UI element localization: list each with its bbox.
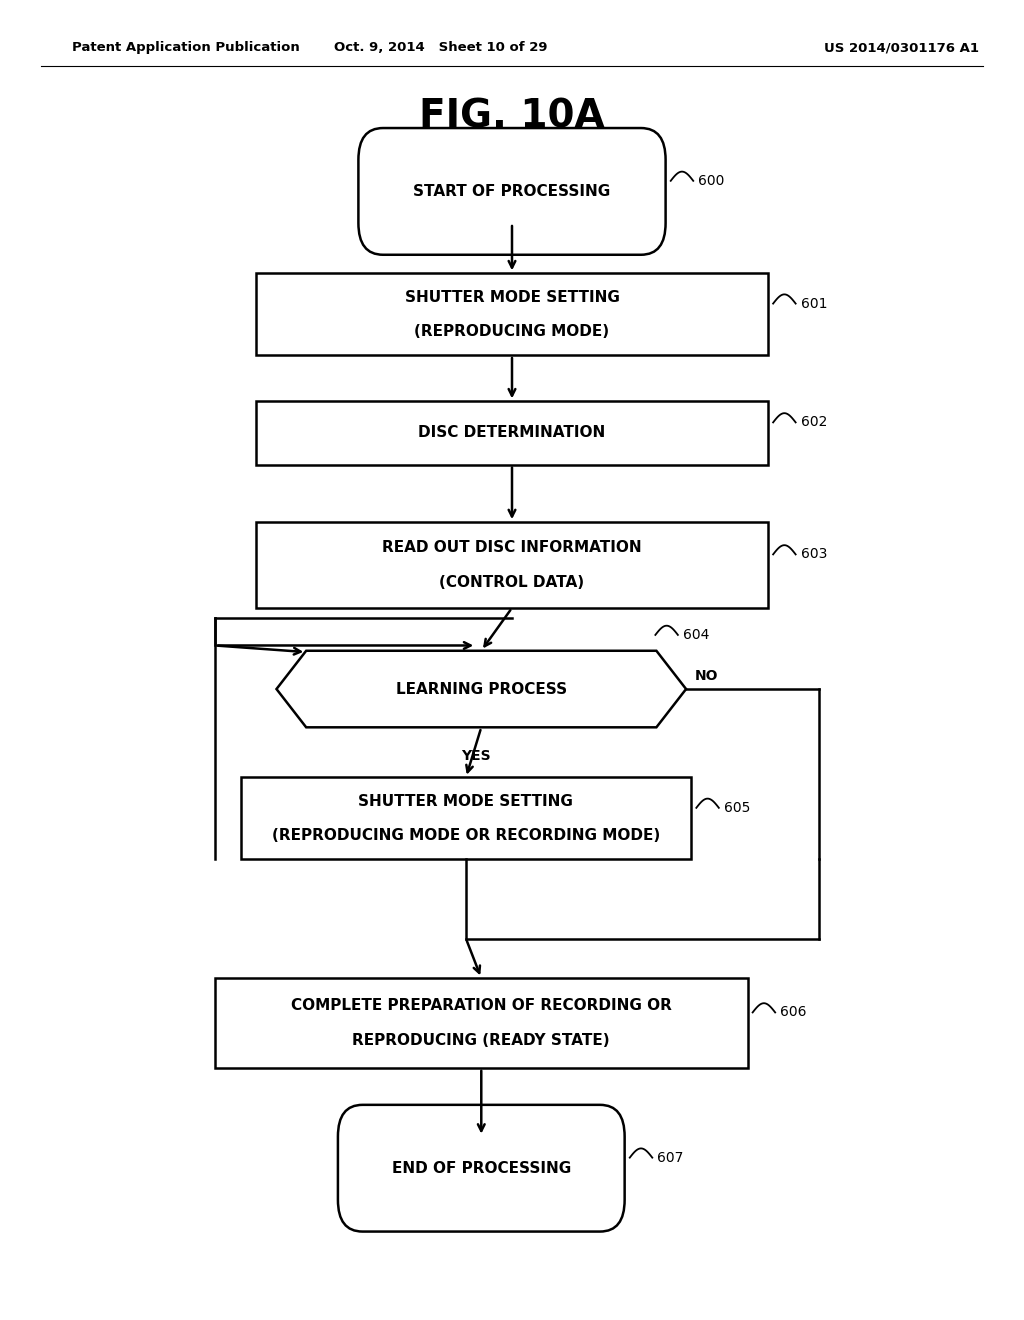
Text: 601: 601 <box>801 297 827 310</box>
Text: FIG. 10A: FIG. 10A <box>419 98 605 135</box>
FancyBboxPatch shape <box>215 978 748 1068</box>
Text: (REPRODUCING MODE OR RECORDING MODE): (REPRODUCING MODE OR RECORDING MODE) <box>271 828 660 843</box>
Text: NO: NO <box>694 669 718 682</box>
FancyBboxPatch shape <box>241 777 691 859</box>
FancyBboxPatch shape <box>256 273 768 355</box>
Text: 602: 602 <box>801 416 827 429</box>
FancyBboxPatch shape <box>256 521 768 607</box>
FancyBboxPatch shape <box>256 401 768 465</box>
Text: SHUTTER MODE SETTING: SHUTTER MODE SETTING <box>404 289 620 305</box>
Text: (REPRODUCING MODE): (REPRODUCING MODE) <box>415 323 609 339</box>
Text: Patent Application Publication: Patent Application Publication <box>72 41 299 54</box>
Text: 605: 605 <box>724 801 751 814</box>
Text: END OF PROCESSING: END OF PROCESSING <box>391 1160 571 1176</box>
Text: START OF PROCESSING: START OF PROCESSING <box>414 183 610 199</box>
Text: 607: 607 <box>657 1151 684 1164</box>
Text: 606: 606 <box>780 1006 807 1019</box>
FancyBboxPatch shape <box>358 128 666 255</box>
Text: Oct. 9, 2014   Sheet 10 of 29: Oct. 9, 2014 Sheet 10 of 29 <box>334 41 547 54</box>
Text: (CONTROL DATA): (CONTROL DATA) <box>439 574 585 590</box>
Text: LEARNING PROCESS: LEARNING PROCESS <box>395 681 567 697</box>
Text: COMPLETE PREPARATION OF RECORDING OR: COMPLETE PREPARATION OF RECORDING OR <box>291 998 672 1014</box>
Polygon shape <box>276 651 686 727</box>
Text: 604: 604 <box>683 628 710 642</box>
Text: READ OUT DISC INFORMATION: READ OUT DISC INFORMATION <box>382 540 642 556</box>
Text: SHUTTER MODE SETTING: SHUTTER MODE SETTING <box>358 793 573 809</box>
Text: DISC DETERMINATION: DISC DETERMINATION <box>419 425 605 441</box>
Text: 603: 603 <box>801 548 827 561</box>
Text: 600: 600 <box>698 174 725 187</box>
Text: US 2014/0301176 A1: US 2014/0301176 A1 <box>823 41 979 54</box>
FancyBboxPatch shape <box>338 1105 625 1232</box>
Text: REPRODUCING (READY STATE): REPRODUCING (READY STATE) <box>352 1032 610 1048</box>
Text: YES: YES <box>461 750 490 763</box>
